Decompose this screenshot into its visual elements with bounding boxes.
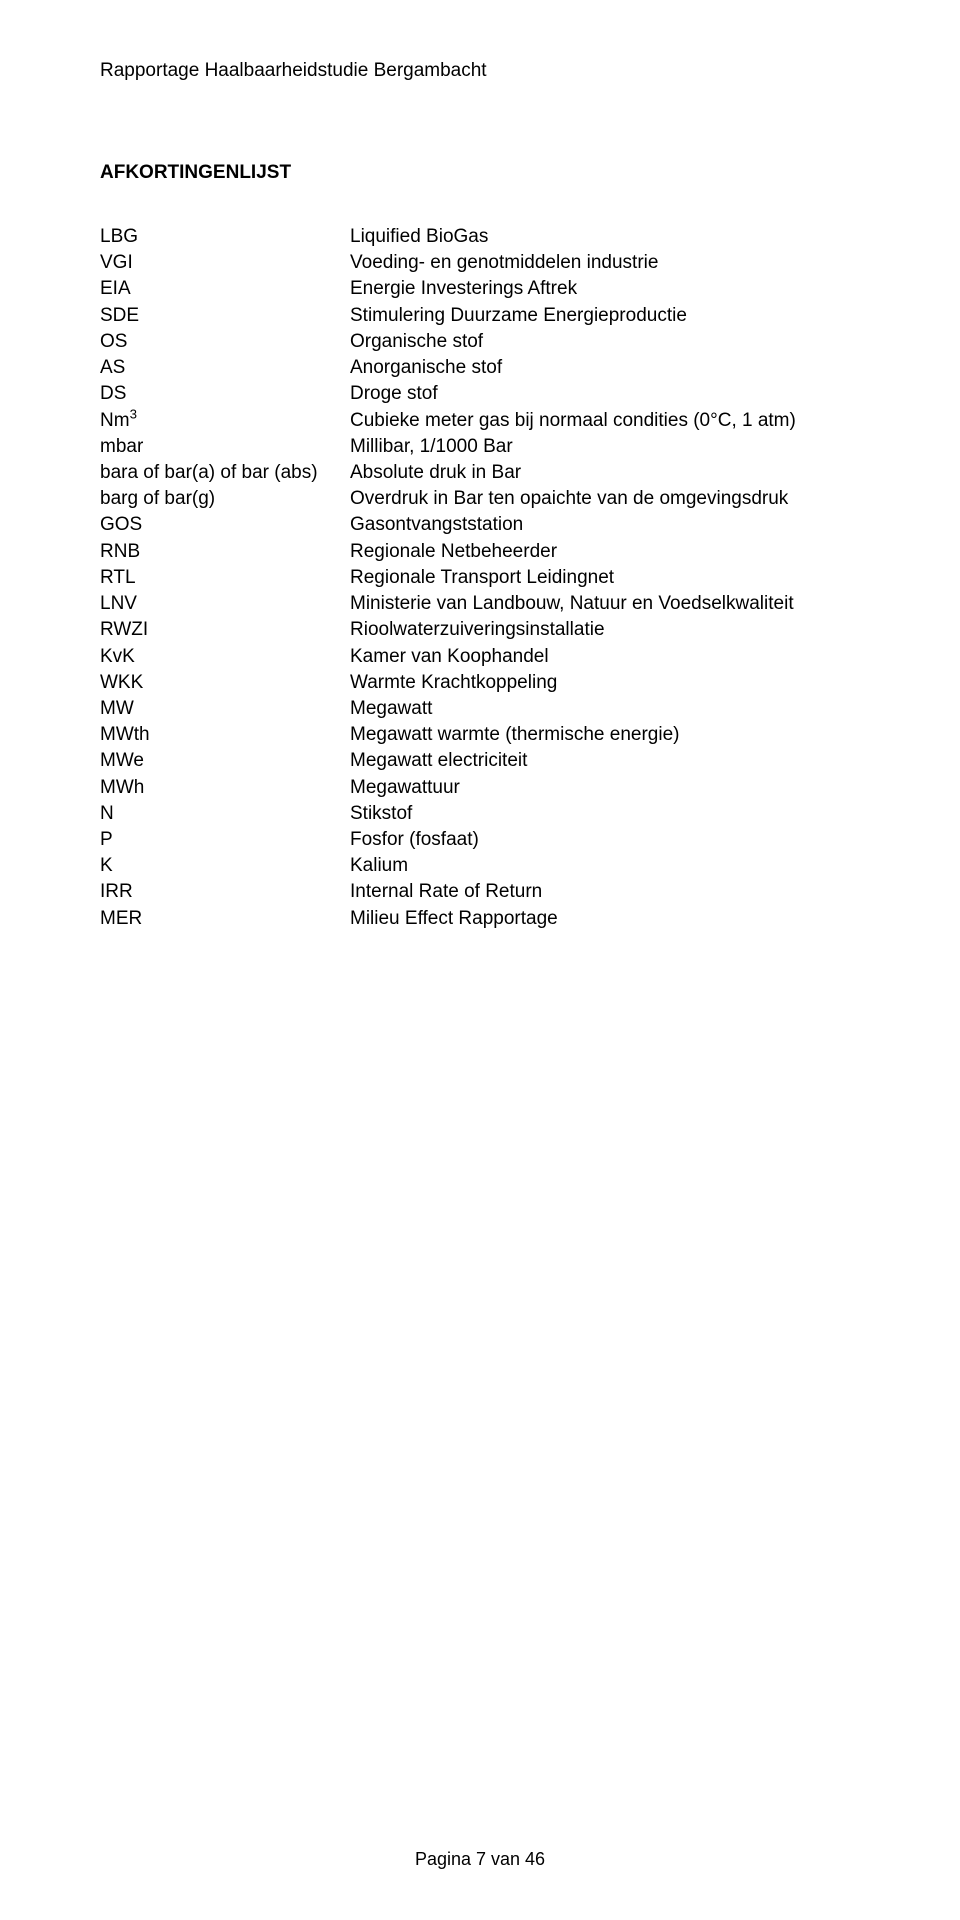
abbr-row: RNBRegionale Netbeheerder <box>100 539 860 565</box>
abbr-key: P <box>100 827 350 853</box>
abbr-key: AS <box>100 355 350 381</box>
page-header: Rapportage Haalbaarheidstudie Bergambach… <box>100 60 860 82</box>
abbr-value: Millibar, 1/1000 Bar <box>350 434 860 460</box>
abbr-value: Megawatt warmte (thermische energie) <box>350 722 860 748</box>
abbr-value: Stikstof <box>350 801 860 827</box>
abbr-value: Energie Investerings Aftrek <box>350 276 860 302</box>
abbr-key: bara of bar(a) of bar (abs) <box>100 460 350 486</box>
abbr-value: Absolute druk in Bar <box>350 460 860 486</box>
abbr-key: MER <box>100 906 350 932</box>
abbr-row: RTLRegionale Transport Leidingnet <box>100 565 860 591</box>
abbr-value: Gasontvangststation <box>350 512 860 538</box>
abbr-row: mbarMillibar, 1/1000 Bar <box>100 434 860 460</box>
abbr-key: RWZI <box>100 617 350 643</box>
abbr-key: GOS <box>100 512 350 538</box>
abbr-key: MW <box>100 696 350 722</box>
abbr-key: barg of bar(g) <box>100 486 350 512</box>
abbr-row: EIAEnergie Investerings Aftrek <box>100 276 860 302</box>
abbr-row: LBGLiquified BioGas <box>100 224 860 250</box>
abbr-key: Nm3 <box>100 408 350 434</box>
abbr-key: mbar <box>100 434 350 460</box>
abbr-key: LNV <box>100 591 350 617</box>
abbr-value: Anorganische stof <box>350 355 860 381</box>
abbr-value: Voeding- en genotmiddelen industrie <box>350 250 860 276</box>
abbr-row: KvKKamer van Koophandel <box>100 644 860 670</box>
abbr-value: Megawatt <box>350 696 860 722</box>
abbr-value: Megawatt electriciteit <box>350 748 860 774</box>
abbr-key: MWth <box>100 722 350 748</box>
abbr-key: RTL <box>100 565 350 591</box>
abbr-key: WKK <box>100 670 350 696</box>
abbr-value: Rioolwaterzuiveringsinstallatie <box>350 617 860 643</box>
abbr-value: Liquified BioGas <box>350 224 860 250</box>
abbr-value: Kalium <box>350 853 860 879</box>
abbr-row: VGIVoeding- en genotmiddelen industrie <box>100 250 860 276</box>
abbr-key: OS <box>100 329 350 355</box>
abbr-row: GOSGasontvangststation <box>100 512 860 538</box>
abbr-value: Warmte Krachtkoppeling <box>350 670 860 696</box>
abbr-row: SDEStimulering Duurzame Energieproductie <box>100 303 860 329</box>
abbr-row: LNVMinisterie van Landbouw, Natuur en Vo… <box>100 591 860 617</box>
abbr-value: Overdruk in Bar ten opaichte van de omge… <box>350 486 860 512</box>
abbr-key: LBG <box>100 224 350 250</box>
abbr-row: MERMilieu Effect Rapportage <box>100 906 860 932</box>
abbr-value: Regionale Netbeheerder <box>350 539 860 565</box>
abbr-key: SDE <box>100 303 350 329</box>
abbr-key: KvK <box>100 644 350 670</box>
footer-text: Pagina 7 van 46 <box>415 1849 545 1869</box>
header-title: Rapportage Haalbaarheidstudie Bergambach… <box>100 60 487 81</box>
abbr-key: IRR <box>100 879 350 905</box>
abbr-value: Megawattuur <box>350 775 860 801</box>
abbr-value: Ministerie van Landbouw, Natuur en Voeds… <box>350 591 860 617</box>
abbr-row: MWeMegawatt electriciteit <box>100 748 860 774</box>
abbr-value: Cubieke meter gas bij normaal condities … <box>350 408 860 434</box>
abbr-row: OSOrganische stof <box>100 329 860 355</box>
abbr-row: RWZIRioolwaterzuiveringsinstallatie <box>100 617 860 643</box>
abbr-key: N <box>100 801 350 827</box>
abbr-row: Nm3Cubieke meter gas bij normaal conditi… <box>100 408 860 434</box>
page-footer: Pagina 7 van 46 <box>0 1849 960 1870</box>
abbr-value: Internal Rate of Return <box>350 879 860 905</box>
abbr-key: RNB <box>100 539 350 565</box>
abbr-row: KKalium <box>100 853 860 879</box>
abbr-row: MWhMegawattuur <box>100 775 860 801</box>
abbreviations-list: LBGLiquified BioGasVGIVoeding- en genotm… <box>100 224 860 932</box>
abbr-row: barg of bar(g)Overdruk in Bar ten opaich… <box>100 486 860 512</box>
abbr-row: MWMegawatt <box>100 696 860 722</box>
abbr-value: Droge stof <box>350 381 860 407</box>
abbr-key: MWe <box>100 748 350 774</box>
abbr-value: Regionale Transport Leidingnet <box>350 565 860 591</box>
abbr-value: Stimulering Duurzame Energieproductie <box>350 303 860 329</box>
abbr-value: Fosfor (fosfaat) <box>350 827 860 853</box>
abbr-key: K <box>100 853 350 879</box>
abbr-value: Organische stof <box>350 329 860 355</box>
abbr-row: WKKWarmte Krachtkoppeling <box>100 670 860 696</box>
abbr-value: Milieu Effect Rapportage <box>350 906 860 932</box>
abbr-row: DSDroge stof <box>100 381 860 407</box>
abbr-row: MWthMegawatt warmte (thermische energie) <box>100 722 860 748</box>
abbr-key: VGI <box>100 250 350 276</box>
abbr-row: IRRInternal Rate of Return <box>100 879 860 905</box>
abbr-value: Kamer van Koophandel <box>350 644 860 670</box>
abbr-key: MWh <box>100 775 350 801</box>
abbr-row: PFosfor (fosfaat) <box>100 827 860 853</box>
abbr-row: bara of bar(a) of bar (abs)Absolute druk… <box>100 460 860 486</box>
abbr-row: ASAnorganische stof <box>100 355 860 381</box>
section-title: AFKORTINGENLIJST <box>100 162 860 184</box>
abbr-row: NStikstof <box>100 801 860 827</box>
document-page: Rapportage Haalbaarheidstudie Bergambach… <box>0 0 960 1920</box>
abbr-key: EIA <box>100 276 350 302</box>
abbr-key: DS <box>100 381 350 407</box>
